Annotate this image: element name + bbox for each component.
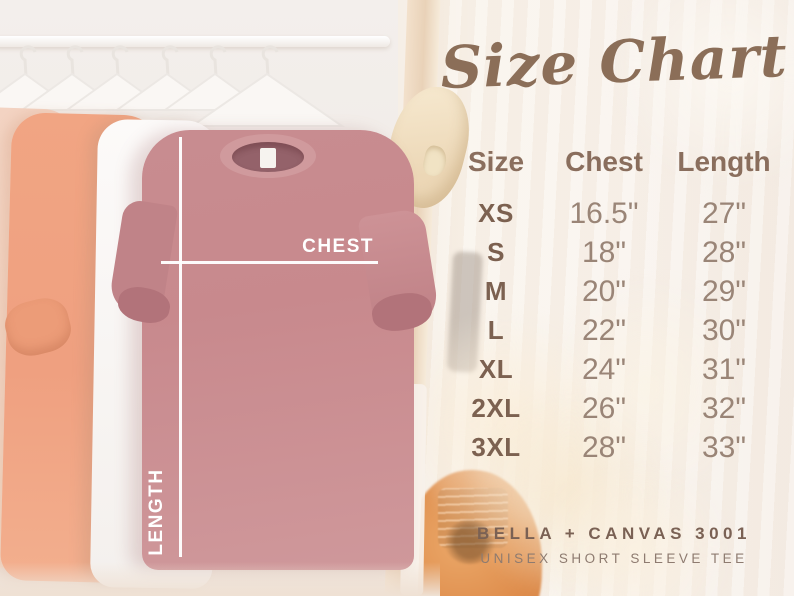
measurement-value: 27" [701,196,747,230]
size-label: XL [478,354,514,384]
size-table-row: 3XL 28" 33" [448,428,784,467]
size-table-row: XL 24" 31" [448,350,784,389]
measurement-value: 24" [581,352,627,386]
size-table-row: 2XL 26" 32" [448,389,784,428]
size-label: S [487,237,505,267]
size-label: M [484,276,508,306]
measurement-value: 32" [701,391,747,425]
size-table-row: S 18" 28" [448,233,784,272]
measurement-value: 30" [701,313,747,347]
rack-bar [0,36,390,47]
measurement-value: 20" [581,274,627,308]
measurement-value: 22" [581,313,627,347]
measurement-value: 33" [701,430,747,464]
size-label: 2XL [471,393,521,423]
measurement-value: 16.5" [569,196,639,230]
column-header-size: Size [467,146,525,177]
shirt-tag [260,148,276,168]
page-title: Size Chart [439,21,789,103]
product-name: BELLA + CANVAS 3001 [477,524,751,543]
size-table-row: XS 16.5" 27" [448,194,784,233]
pampas-grass [520,470,750,596]
chest-measure-label: CHEST [302,236,374,257]
size-table-header-row: Size Chest Length [448,146,784,194]
column-header-chest: Chest [565,146,643,177]
product-footer: BELLA + CANVAS 3001 UNISEX SHORT SLEEVE … [438,524,790,566]
measurement-value: 28" [701,235,747,269]
size-label: 3XL [471,432,521,462]
size-table: Size Chest Length XS 16.5" 27" S 18" 28" M 20" 2… [448,146,784,467]
size-table-body: XS 16.5" 27" S 18" 28" M 20" 29" L 22" 30" XL 24" 31" 2… [448,194,784,467]
measurement-value: 29" [701,274,747,308]
column-header-length: Length [677,146,771,177]
length-measure-line [179,137,182,557]
size-label: L [487,315,505,345]
measurement-value: 28" [581,430,627,464]
size-label: XS [478,198,514,228]
shirt-front-mauve [142,130,414,570]
measurement-value: 18" [581,235,627,269]
chest-measure-line [161,261,378,264]
size-table-row: M 20" 29" [448,272,784,311]
hangers [0,45,346,127]
product-description: UNISEX SHORT SLEEVE TEE [480,551,748,566]
floor-shadow [0,562,440,596]
measurement-value: 26" [581,391,627,425]
measurement-value: 31" [701,352,747,386]
size-table-row: L 22" 30" [448,311,784,350]
length-measure-label: LENGTH [146,468,167,556]
